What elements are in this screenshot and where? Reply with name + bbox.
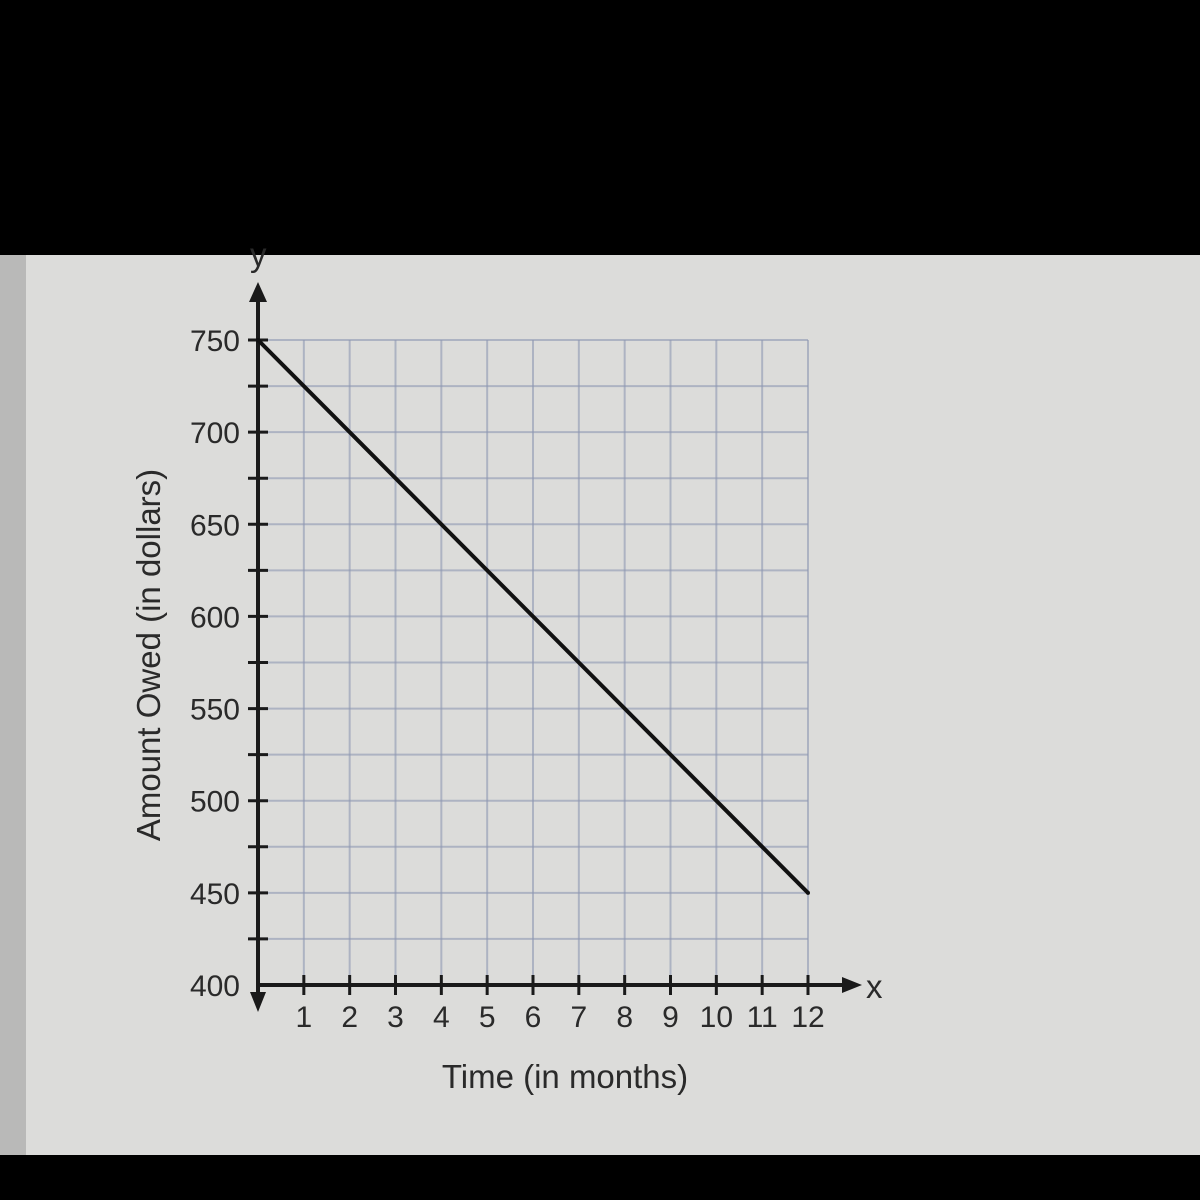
- x-axis-label: Time (in months): [442, 1058, 688, 1095]
- x-tick-label: 11: [747, 1001, 778, 1034]
- x-tick-label: 4: [433, 1001, 450, 1034]
- y-tick-label: 550: [190, 694, 240, 727]
- y-tick-label: 600: [190, 601, 240, 634]
- x-tick-label: 6: [525, 1001, 542, 1034]
- axes: [248, 282, 862, 1012]
- x-tick-label: 3: [387, 1001, 404, 1034]
- x-axis-letter: x: [866, 968, 883, 1005]
- screen-background: [0, 255, 1200, 1155]
- x-tick-label: 10: [700, 1001, 733, 1034]
- y-axis-label: Amount Owed (in dollars): [130, 469, 167, 841]
- x-tick-label: 12: [791, 1001, 824, 1034]
- x-tick-label: 5: [479, 1001, 496, 1034]
- y-tick-label: 700: [190, 417, 240, 450]
- x-axis-arrow: [842, 977, 862, 993]
- y-tick-label: 400: [190, 970, 240, 1003]
- y-axis-arrow-down: [250, 992, 266, 1012]
- grid: [258, 339, 809, 985]
- data-point: [256, 338, 260, 342]
- x-tick-label: 8: [616, 1001, 633, 1034]
- x-tick-label: 9: [662, 1001, 679, 1034]
- y-tick-label: 500: [190, 786, 240, 819]
- y-tick-label: 650: [190, 509, 240, 542]
- screen-edge: [0, 255, 26, 1155]
- y-axis-letter: y: [250, 236, 267, 273]
- series-line: [256, 338, 810, 895]
- y-tick-label: 450: [190, 878, 240, 911]
- y-axis-arrow-up: [249, 282, 267, 302]
- y-tick-label: 750: [190, 325, 240, 358]
- x-tick-label: 2: [341, 1001, 358, 1034]
- data-point: [806, 890, 810, 895]
- series: [256, 338, 810, 895]
- x-tick-label: 1: [295, 1001, 312, 1034]
- x-tick-label: 7: [570, 1001, 587, 1034]
